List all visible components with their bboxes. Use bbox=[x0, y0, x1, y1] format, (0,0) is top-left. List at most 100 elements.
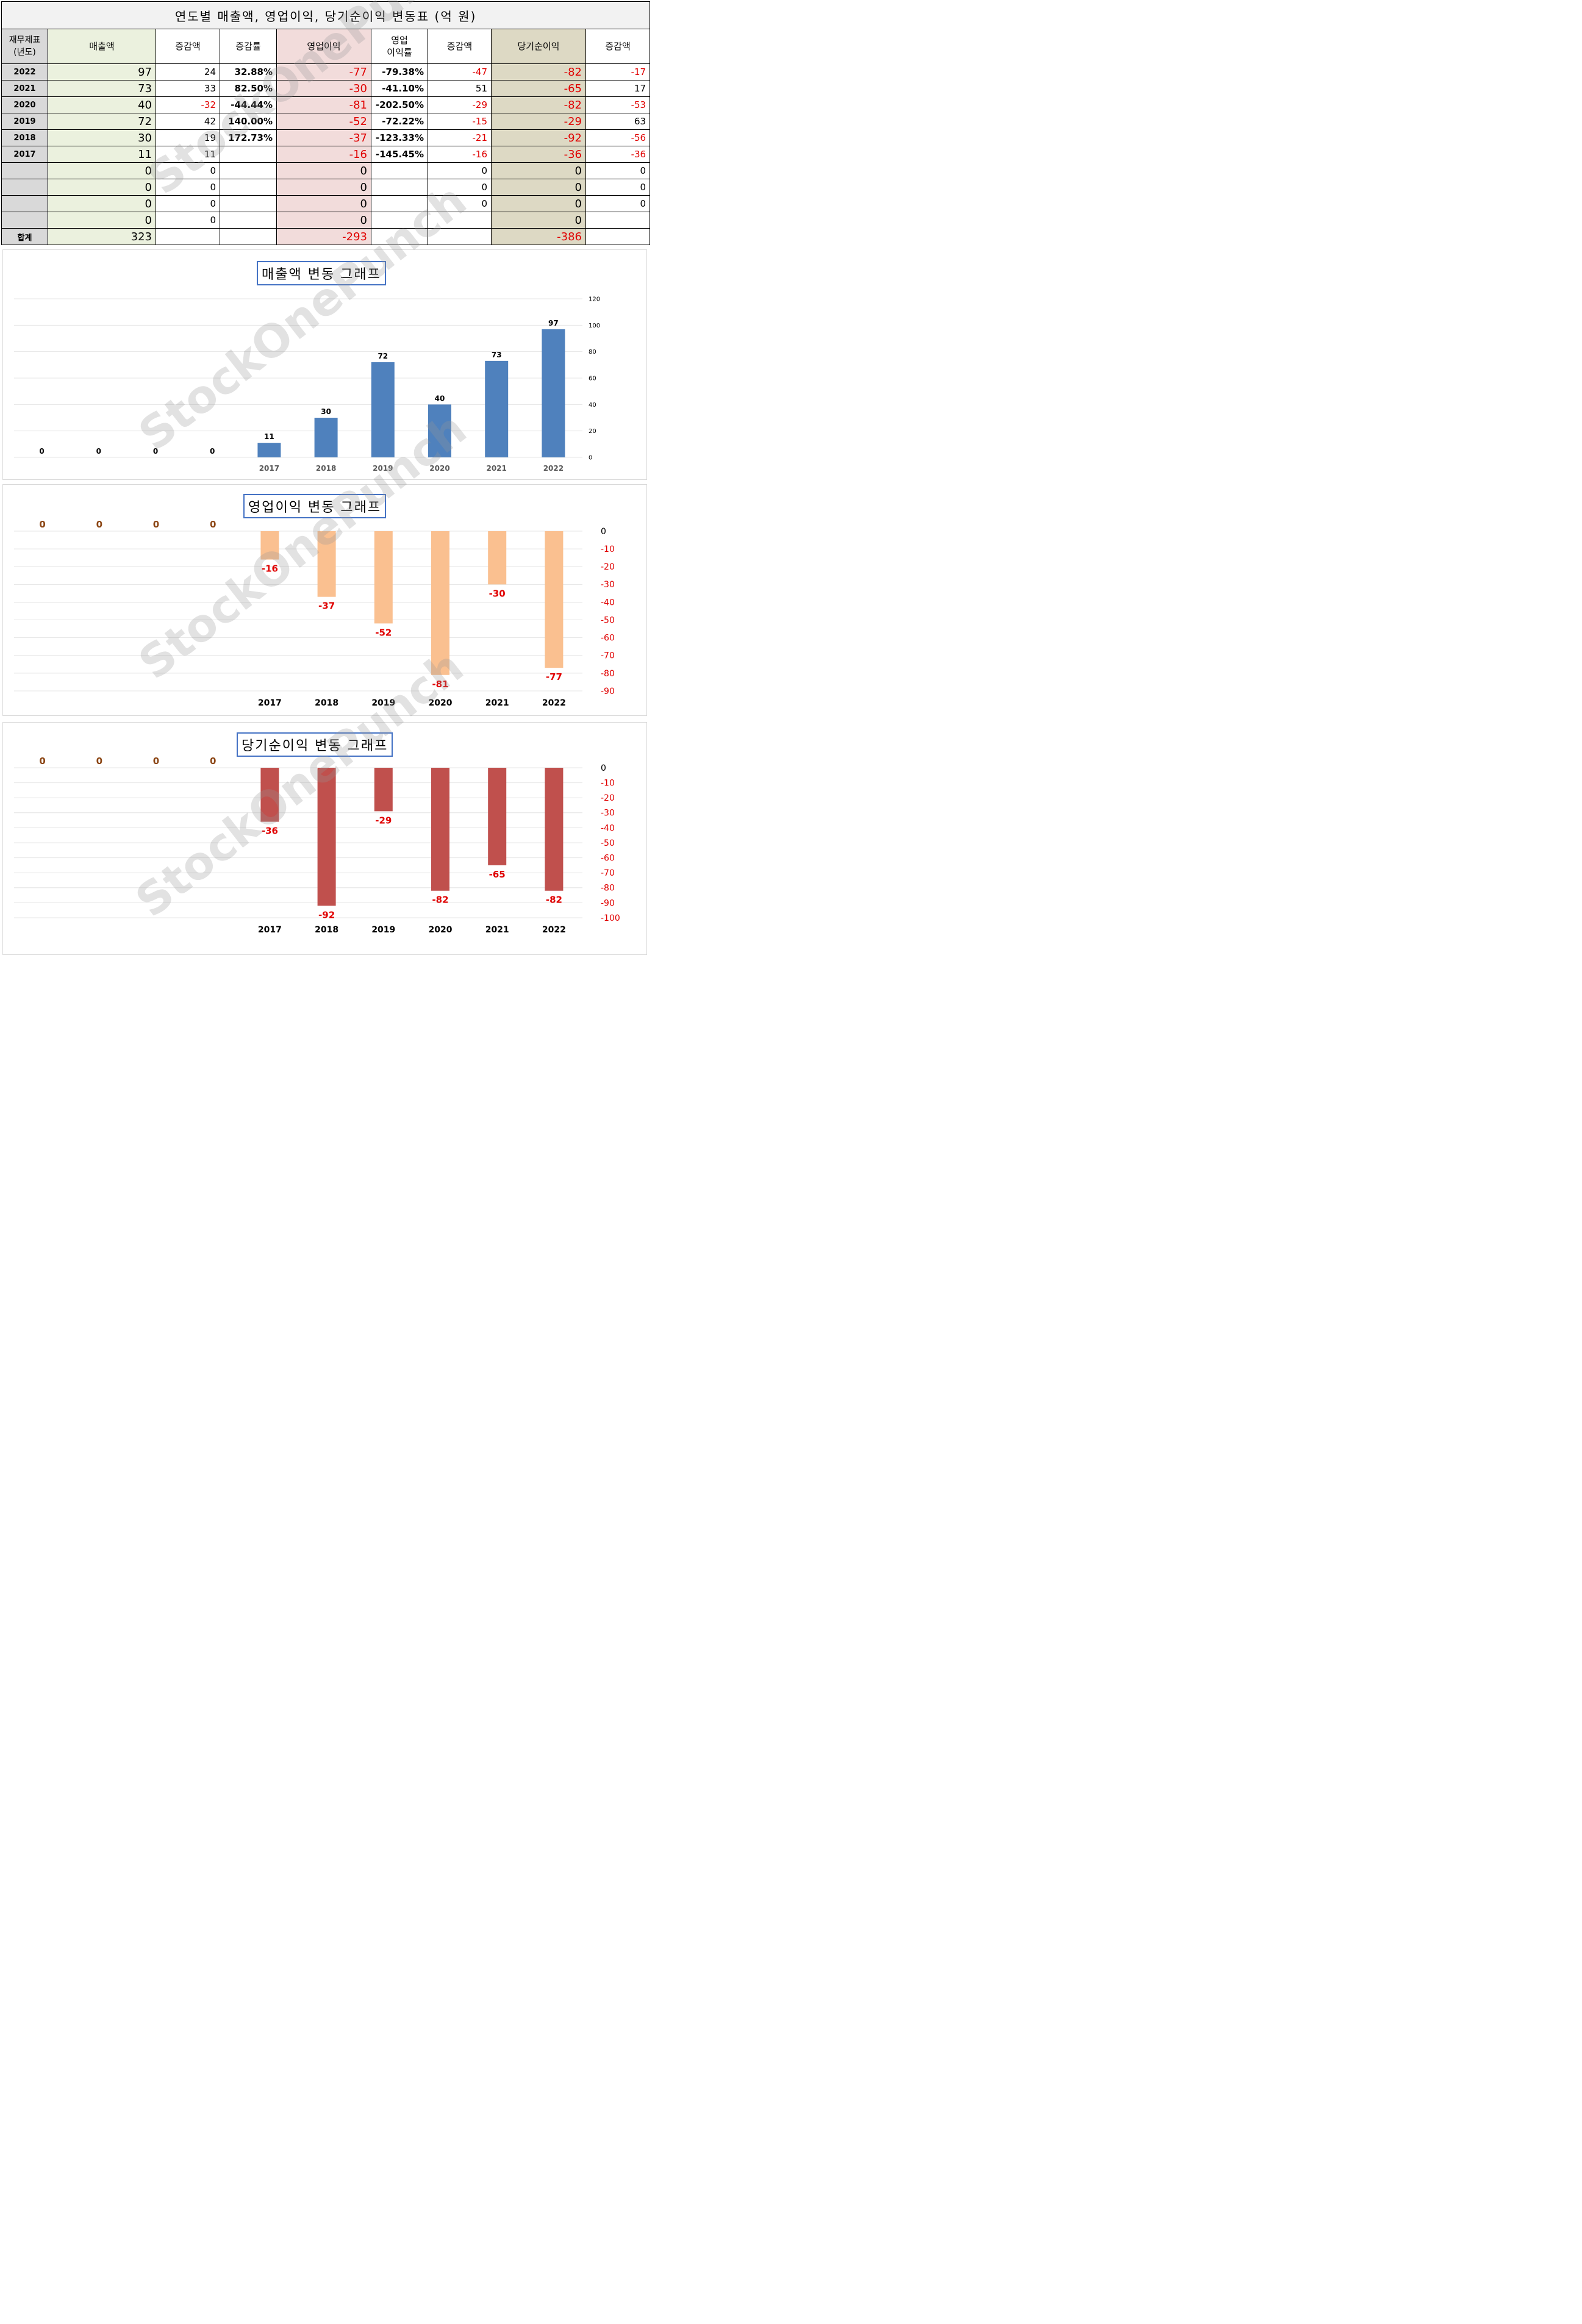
header-rev-rate: 증감률 bbox=[220, 29, 277, 64]
data-label: 0 bbox=[153, 756, 159, 767]
operating-profit-cell: -30 bbox=[276, 80, 371, 97]
y-tick-label: -60 bbox=[601, 854, 615, 863]
bar bbox=[545, 768, 564, 891]
rev-rate-cell: 140.00% bbox=[220, 113, 277, 130]
y-tick-label: -90 bbox=[601, 687, 615, 696]
x-tick-label: 2022 bbox=[542, 925, 566, 935]
y-tick-label: 100 bbox=[589, 323, 600, 329]
x-tick-label: 2022 bbox=[543, 464, 564, 473]
rev-rate-cell bbox=[220, 195, 277, 212]
x-tick-label: 2020 bbox=[429, 925, 453, 935]
op-margin-cell: -123.33% bbox=[371, 129, 428, 146]
y-tick-label: -40 bbox=[601, 598, 615, 607]
operating-profit-cell: -16 bbox=[276, 146, 371, 163]
op-margin-cell: -41.10% bbox=[371, 80, 428, 97]
header-revenue: 매출액 bbox=[48, 29, 156, 64]
y-tick-label: -70 bbox=[601, 651, 615, 661]
op-change-cell: -29 bbox=[428, 96, 492, 113]
net-income-cell: -36 bbox=[491, 146, 586, 163]
data-label: -16 bbox=[262, 563, 278, 574]
revenue-cell: 11 bbox=[48, 146, 156, 163]
revenue-chart-panel: 0 20 40 60 80 100 120 0 0 0 0 11 2017 30 2018 72 2019 40 2… bbox=[2, 174, 647, 480]
bar bbox=[542, 329, 565, 457]
bar bbox=[257, 443, 281, 457]
table-row: 2017 11 11 -16 -145.45% -16 -36 -36 bbox=[1, 146, 651, 163]
bar bbox=[317, 768, 336, 906]
rev-change-cell: 24 bbox=[156, 63, 220, 80]
net-income-cell: -92 bbox=[491, 129, 586, 146]
rev-rate-cell bbox=[220, 162, 277, 179]
bar bbox=[485, 360, 509, 457]
year-cell bbox=[1, 162, 48, 179]
data-label: 30 bbox=[321, 407, 331, 416]
y-tick-label: -100 bbox=[601, 914, 620, 923]
rev-change-cell: -32 bbox=[156, 96, 220, 113]
y-tick-label: -20 bbox=[601, 562, 615, 572]
data-label: -81 bbox=[432, 679, 448, 690]
y-tick-label: -90 bbox=[601, 898, 615, 908]
data-label: 0 bbox=[210, 519, 216, 530]
data-label: -65 bbox=[489, 869, 506, 880]
data-label: 0 bbox=[96, 756, 102, 767]
year-cell: 2018 bbox=[1, 129, 48, 146]
op-margin-cell: -145.45% bbox=[371, 146, 428, 163]
x-tick-label: 2019 bbox=[371, 698, 395, 708]
bar bbox=[431, 768, 449, 891]
net-income-cell: 0 bbox=[491, 179, 586, 196]
total-label-cell: 합계 bbox=[1, 228, 48, 245]
empty-cell bbox=[220, 228, 277, 245]
x-tick-label: 2018 bbox=[315, 698, 338, 708]
rev-rate-cell: 172.73% bbox=[220, 129, 277, 146]
header-op-change: 증감액 bbox=[428, 29, 492, 64]
op-margin-cell: -72.22% bbox=[371, 113, 428, 130]
bar bbox=[317, 531, 336, 597]
op-change-cell: -47 bbox=[428, 63, 492, 80]
x-tick-label: 2018 bbox=[316, 464, 336, 473]
table-row: 2020 40 -32 -44.44% -81 -202.50% -29 -82 -53 bbox=[1, 96, 651, 113]
revenue-cell: 40 bbox=[48, 96, 156, 113]
y-tick-label: 120 bbox=[589, 296, 600, 303]
revenue-chart-title: 매출액 변동 그래프 bbox=[257, 261, 386, 285]
year-cell: 2019 bbox=[1, 113, 48, 130]
data-label: 0 bbox=[96, 519, 102, 530]
data-label: 73 bbox=[492, 351, 502, 359]
y-tick-label: -40 bbox=[601, 823, 615, 833]
year-cell: 2022 bbox=[1, 63, 48, 80]
year-cell: 2021 bbox=[1, 80, 48, 97]
net-income-cell: 0 bbox=[491, 195, 586, 212]
net-change-cell bbox=[585, 212, 651, 229]
data-label: -36 bbox=[262, 826, 278, 837]
net-change-cell: 0 bbox=[585, 179, 651, 196]
data-label: 0 bbox=[210, 756, 216, 767]
rev-change-cell: 0 bbox=[156, 195, 220, 212]
header-net-change: 증감액 bbox=[585, 29, 651, 64]
data-label: -37 bbox=[318, 601, 335, 612]
y-tick-label: 40 bbox=[589, 402, 596, 409]
op-change-cell: -16 bbox=[428, 146, 492, 163]
net-income-cell: 0 bbox=[491, 162, 586, 179]
financial-table: 연도별 매출액, 영업이익, 당기순이익 변동표 (억 원) 재무제표 (년도)… bbox=[1, 1, 651, 245]
table-row: 2021 73 33 82.50% -30 -41.10% 51 -65 17 bbox=[1, 80, 651, 97]
empty-cell bbox=[156, 228, 220, 245]
rev-rate-cell: 32.88% bbox=[220, 63, 277, 80]
data-label: -29 bbox=[375, 815, 392, 826]
bar bbox=[374, 768, 393, 812]
operating-profit-chart-panel: 0 -10 -20 -30 -40 -50 -60 -70 -80 -90 0 0 0 0 -16 2017 -… bbox=[2, 402, 647, 716]
y-tick-label: -50 bbox=[601, 838, 615, 848]
data-label: -52 bbox=[375, 627, 392, 638]
net-change-cell: 63 bbox=[585, 113, 651, 130]
operating-profit-cell: 0 bbox=[276, 195, 371, 212]
bar bbox=[488, 768, 507, 865]
x-tick-label: 2022 bbox=[542, 698, 566, 708]
y-tick-label: -30 bbox=[601, 809, 615, 818]
y-tick-label: -60 bbox=[601, 634, 615, 643]
op-change-cell: -15 bbox=[428, 113, 492, 130]
operating-profit-cell: -77 bbox=[276, 63, 371, 80]
table-title: 연도별 매출액, 영업이익, 당기순이익 변동표 (억 원) bbox=[1, 1, 651, 29]
net-income-cell: -82 bbox=[491, 96, 586, 113]
empty-cell bbox=[585, 228, 651, 245]
net-change-cell: 0 bbox=[585, 195, 651, 212]
y-tick-label: 20 bbox=[589, 428, 596, 435]
